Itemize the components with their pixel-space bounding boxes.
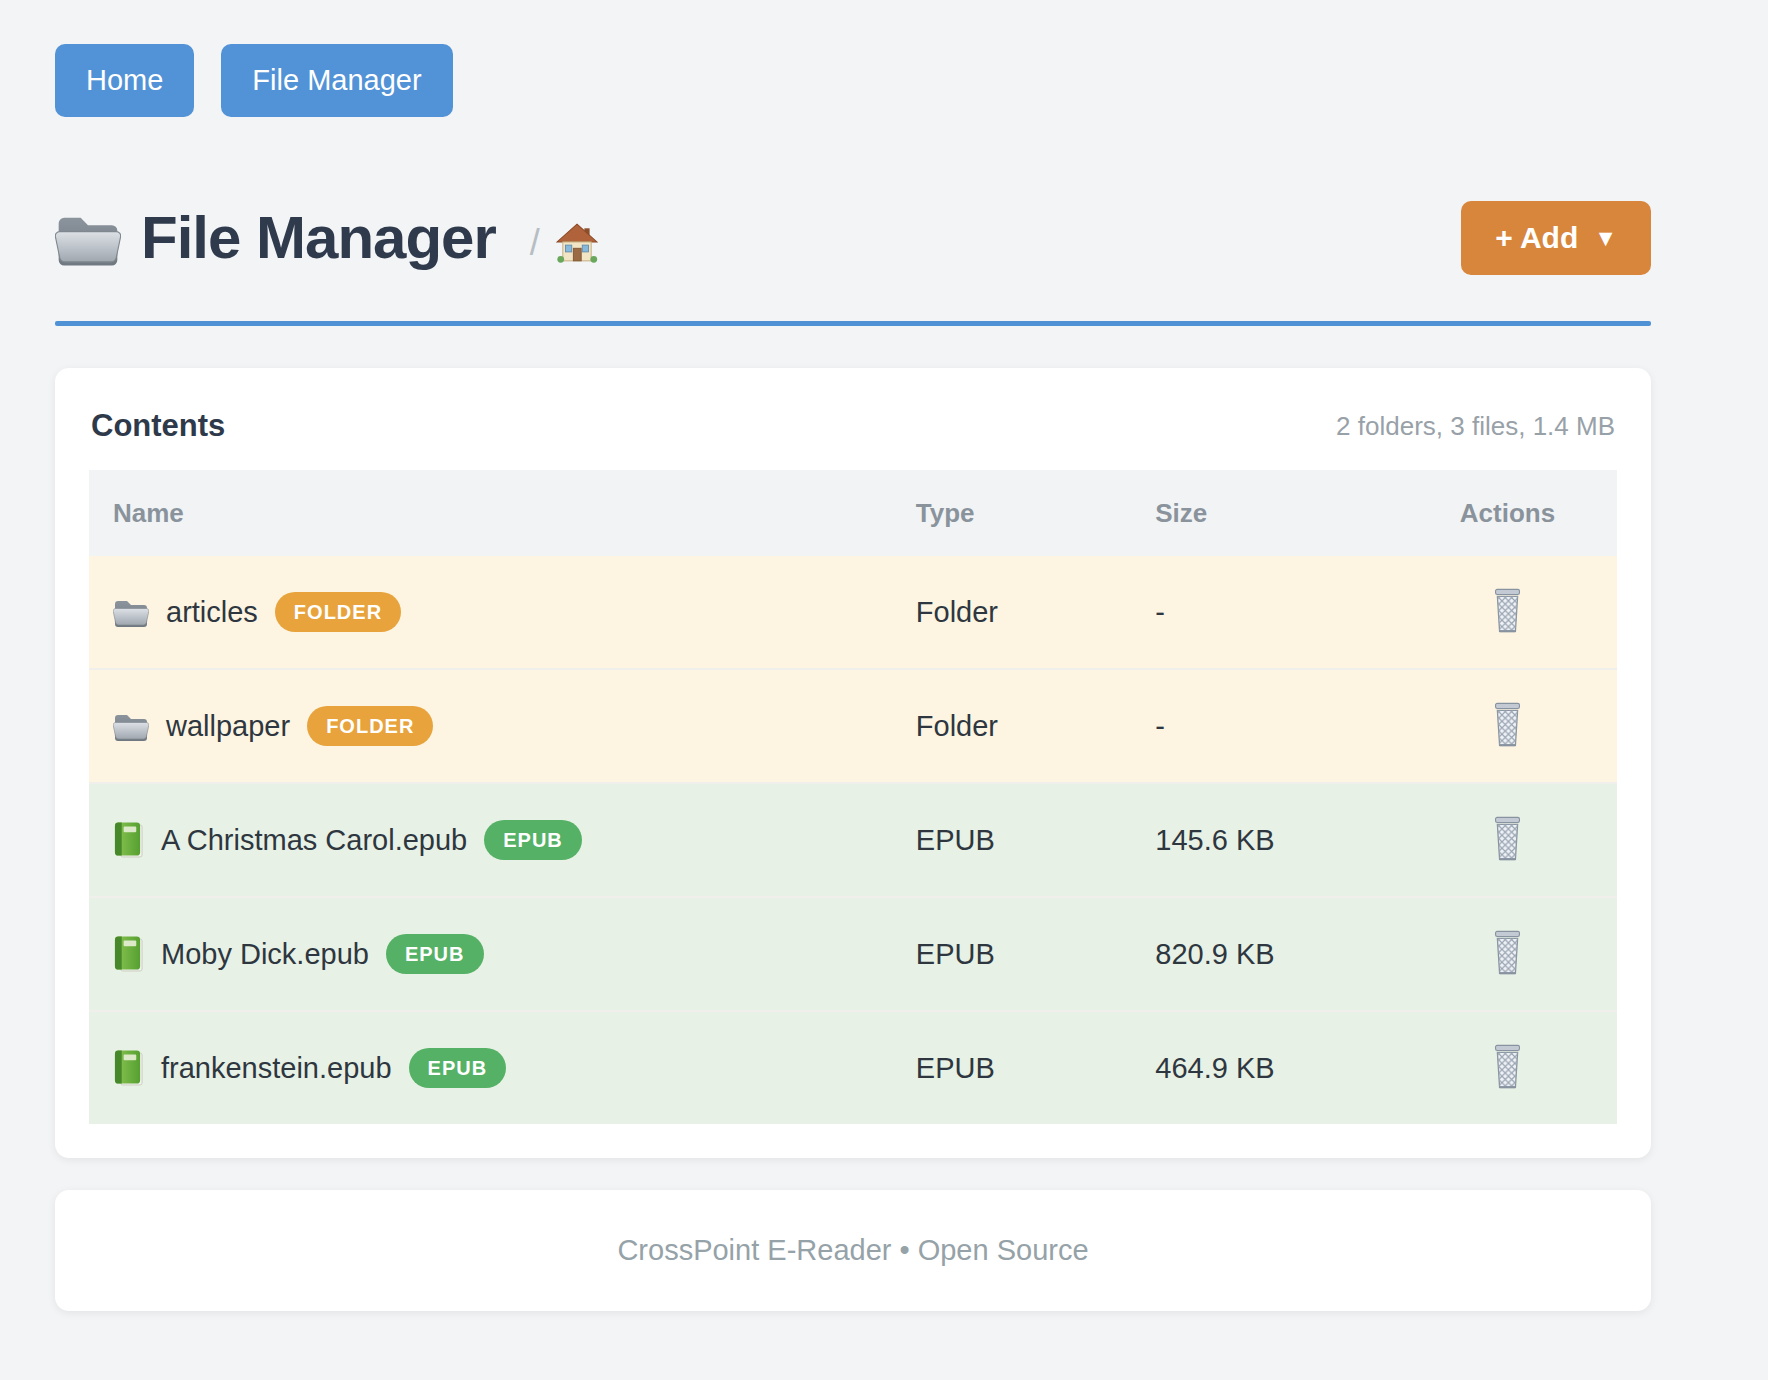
contents-card-header: Contents 2 folders, 3 files, 1.4 MB bbox=[89, 402, 1617, 444]
item-type: EPUB bbox=[892, 897, 1131, 1011]
nav-home-button[interactable]: Home bbox=[55, 44, 194, 117]
contents-heading: Contents bbox=[91, 408, 225, 444]
add-button[interactable]: + Add ▼ bbox=[1461, 201, 1651, 275]
footer: CrossPoint E-Reader • Open Source bbox=[55, 1190, 1651, 1311]
item-size: - bbox=[1131, 556, 1398, 669]
table-row: A Christmas Carol.epub EPUB EPUB 145.6 K… bbox=[89, 783, 1617, 897]
page-title: File Manager bbox=[141, 208, 496, 268]
column-header-size: Size bbox=[1131, 470, 1398, 556]
item-size: - bbox=[1131, 669, 1398, 783]
item-name-link[interactable]: wallpaper bbox=[166, 710, 290, 743]
column-header-name: Name bbox=[89, 470, 892, 556]
item-type: Folder bbox=[892, 669, 1131, 783]
item-type: EPUB bbox=[892, 1011, 1131, 1124]
item-name-link[interactable]: Moby Dick.epub bbox=[161, 938, 369, 971]
item-size: 464.9 KB bbox=[1131, 1011, 1398, 1124]
page: Home File Manager File Manager / bbox=[0, 0, 1768, 1311]
delete-button[interactable] bbox=[1485, 1040, 1530, 1097]
home-icon bbox=[556, 222, 598, 268]
table-row: wallpaper FOLDER Folder - bbox=[89, 669, 1617, 783]
book-icon bbox=[113, 822, 144, 859]
page-header: File Manager / + Add ▼ bbox=[55, 201, 1651, 275]
folder-icon bbox=[55, 210, 121, 266]
footer-text: CrossPoint E-Reader • Open Source bbox=[617, 1234, 1088, 1266]
table-row: articles FOLDER Folder - bbox=[89, 556, 1617, 669]
column-header-type: Type bbox=[892, 470, 1131, 556]
item-size: 145.6 KB bbox=[1131, 783, 1398, 897]
item-size: 820.9 KB bbox=[1131, 897, 1398, 1011]
epub-badge: EPUB bbox=[386, 934, 484, 974]
item-type: Folder bbox=[892, 556, 1131, 669]
top-nav: Home File Manager bbox=[55, 44, 1651, 117]
delete-button[interactable] bbox=[1485, 812, 1530, 869]
table-row: frankenstein.epub EPUB EPUB 464.9 KB bbox=[89, 1011, 1617, 1124]
trash-icon bbox=[1489, 588, 1526, 637]
book-icon bbox=[113, 1050, 144, 1087]
trash-icon bbox=[1489, 816, 1526, 865]
trash-icon bbox=[1489, 1044, 1526, 1093]
delete-button[interactable] bbox=[1485, 698, 1530, 755]
epub-badge: EPUB bbox=[484, 820, 582, 860]
book-icon bbox=[113, 936, 144, 973]
delete-button[interactable] bbox=[1485, 926, 1530, 983]
nav-file-manager-button[interactable]: File Manager bbox=[221, 44, 452, 117]
table-header-row: Name Type Size Actions bbox=[89, 470, 1617, 556]
contents-card: Contents 2 folders, 3 files, 1.4 MB Name… bbox=[55, 368, 1651, 1158]
folder-badge: FOLDER bbox=[275, 592, 401, 632]
breadcrumb-home-link[interactable] bbox=[556, 208, 598, 268]
item-name-link[interactable]: articles bbox=[166, 596, 258, 629]
folder-badge: FOLDER bbox=[307, 706, 433, 746]
column-header-actions: Actions bbox=[1398, 470, 1617, 556]
epub-badge: EPUB bbox=[409, 1048, 507, 1088]
add-button-label: + Add bbox=[1495, 223, 1578, 253]
table-row: Moby Dick.epub EPUB EPUB 820.9 KB bbox=[89, 897, 1617, 1011]
file-table: Name Type Size Actions bbox=[89, 470, 1617, 1124]
folder-icon bbox=[113, 711, 149, 741]
item-type: EPUB bbox=[892, 783, 1131, 897]
item-name-link[interactable]: frankenstein.epub bbox=[161, 1052, 392, 1085]
contents-summary: 2 folders, 3 files, 1.4 MB bbox=[1336, 411, 1615, 442]
breadcrumb-separator: / bbox=[530, 212, 540, 264]
trash-icon bbox=[1489, 930, 1526, 979]
trash-icon bbox=[1489, 702, 1526, 751]
title-underline bbox=[55, 321, 1651, 326]
item-name-link[interactable]: A Christmas Carol.epub bbox=[161, 824, 467, 857]
delete-button[interactable] bbox=[1485, 584, 1530, 641]
caret-down-icon: ▼ bbox=[1594, 227, 1617, 250]
folder-icon bbox=[113, 597, 149, 627]
